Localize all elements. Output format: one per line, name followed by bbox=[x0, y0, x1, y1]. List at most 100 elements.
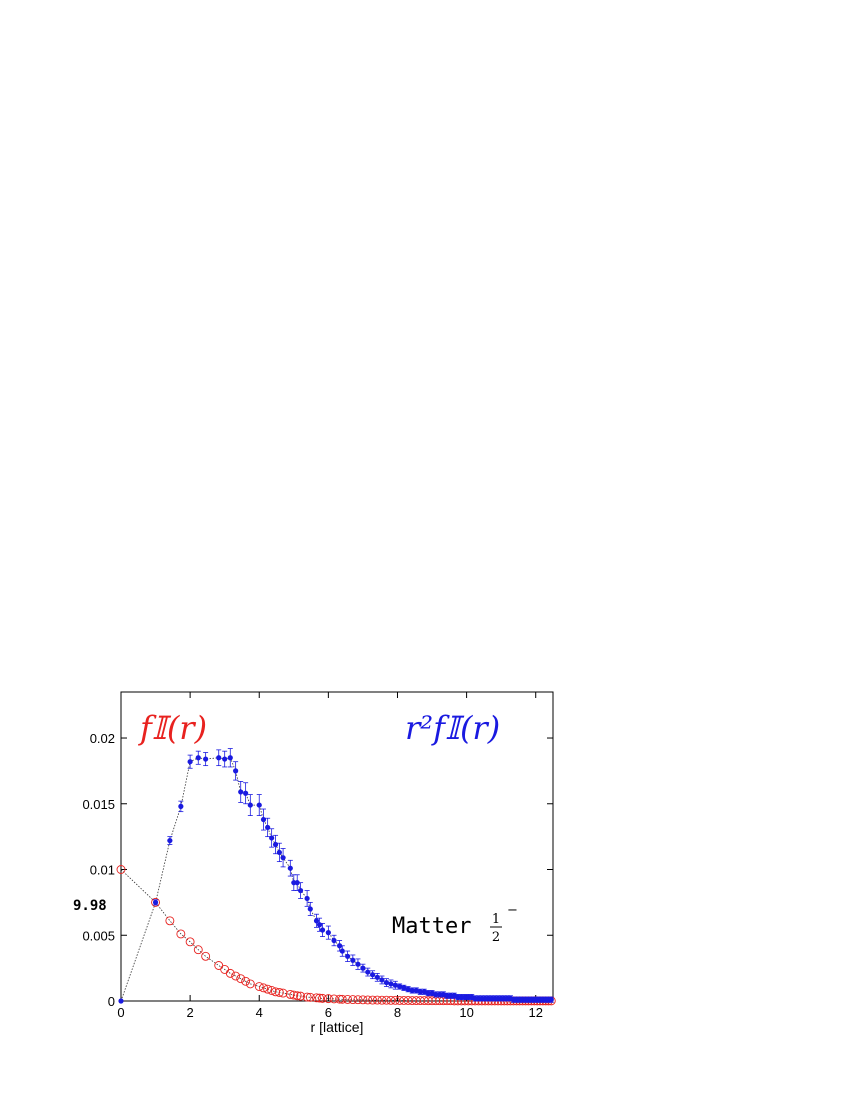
red-point bbox=[241, 976, 251, 986]
blue-point bbox=[265, 824, 271, 831]
red-point bbox=[358, 995, 368, 1005]
red-point bbox=[214, 961, 224, 970]
red-point bbox=[353, 995, 363, 1005]
blue-point bbox=[222, 756, 228, 762]
red-point bbox=[337, 994, 347, 1004]
red-point bbox=[312, 993, 321, 1003]
blue-point bbox=[548, 997, 554, 1003]
red-point bbox=[305, 992, 315, 1002]
blue-point bbox=[409, 987, 415, 994]
blue-point bbox=[187, 759, 193, 765]
blue-point bbox=[392, 982, 398, 988]
x-tick-label: 4 bbox=[256, 1005, 263, 1020]
blue-point bbox=[360, 965, 366, 971]
blue-point bbox=[118, 998, 124, 1004]
blue-series bbox=[118, 748, 554, 1004]
red-point bbox=[377, 995, 387, 1005]
red-point bbox=[116, 865, 126, 874]
red-point bbox=[185, 937, 195, 947]
red-point bbox=[292, 991, 302, 1001]
blue-point bbox=[437, 991, 443, 998]
blue-point bbox=[203, 756, 209, 762]
blue-point bbox=[405, 986, 411, 992]
red-point bbox=[151, 897, 161, 907]
blue-point bbox=[178, 803, 184, 809]
blue-point bbox=[247, 802, 253, 808]
fit-curve-1 bbox=[120, 757, 552, 1002]
x-tick-label: 2 bbox=[187, 1005, 194, 1020]
blue-point bbox=[280, 855, 286, 861]
y-tick-label: 0.01 bbox=[90, 863, 115, 878]
red-point bbox=[254, 982, 264, 991]
red-point bbox=[285, 989, 295, 999]
red-point bbox=[348, 995, 358, 1005]
blue-point bbox=[444, 993, 450, 999]
blue-point bbox=[331, 937, 337, 944]
blue-point bbox=[421, 989, 427, 995]
side-label: 9.98 bbox=[73, 898, 107, 914]
blue-point bbox=[256, 802, 262, 808]
red-point bbox=[193, 945, 203, 955]
blue-point bbox=[260, 816, 267, 823]
y-tick-label: 0.005 bbox=[82, 928, 115, 943]
red-series-label: f𝕀(r) bbox=[138, 709, 207, 747]
blue-point bbox=[233, 768, 239, 774]
blue-point bbox=[433, 991, 439, 998]
matter-frac-num: 1 bbox=[492, 912, 500, 927]
red-point bbox=[395, 996, 405, 1005]
blue-point bbox=[448, 993, 454, 999]
red-point bbox=[390, 995, 400, 1005]
matter-text: Matter bbox=[392, 914, 471, 939]
fit-curves bbox=[120, 757, 552, 1002]
red-point bbox=[263, 984, 273, 994]
red-point bbox=[231, 971, 241, 981]
blue-point bbox=[365, 969, 371, 975]
blue-point bbox=[379, 977, 385, 983]
blue-point bbox=[276, 849, 282, 856]
blue-point bbox=[287, 865, 293, 871]
blue-point bbox=[383, 979, 390, 986]
blue-point bbox=[339, 948, 345, 954]
blue-point bbox=[167, 837, 173, 844]
red-point bbox=[278, 988, 288, 998]
matter-frac-den: 2 bbox=[492, 930, 500, 945]
matter-sup: − bbox=[507, 903, 518, 918]
red-point bbox=[236, 974, 246, 984]
x-tick-label: 12 bbox=[528, 1005, 542, 1020]
red-point bbox=[245, 979, 255, 989]
x-tick-label: 0 bbox=[117, 1005, 124, 1020]
red-point bbox=[372, 995, 382, 1005]
red-point bbox=[302, 992, 312, 1002]
blue-point bbox=[272, 841, 279, 848]
blue-point bbox=[350, 957, 356, 963]
y-tick-label: 0 bbox=[108, 994, 115, 1009]
red-point bbox=[259, 983, 268, 993]
blue-point bbox=[336, 943, 343, 949]
red-point bbox=[318, 993, 327, 1003]
blue-point bbox=[313, 918, 320, 924]
blue-point bbox=[297, 887, 304, 894]
y-tick-label: 0.015 bbox=[82, 797, 115, 812]
y-axis: 0 0.005 0.01 0.015 0.02 bbox=[82, 731, 553, 1009]
blue-point bbox=[413, 987, 419, 994]
red-point bbox=[323, 994, 333, 1004]
blue-point bbox=[316, 922, 323, 928]
red-point bbox=[201, 951, 211, 961]
blue-point bbox=[345, 953, 351, 959]
x-axis-title: r [lattice] bbox=[311, 1019, 364, 1035]
red-point bbox=[225, 968, 235, 978]
blue-series-label: r²f𝕀(r) bbox=[405, 709, 500, 747]
blue-point bbox=[152, 899, 159, 905]
blue-point bbox=[319, 927, 326, 933]
blue-point bbox=[401, 985, 407, 991]
blue-point bbox=[195, 755, 201, 761]
red-point bbox=[176, 929, 186, 939]
red-point bbox=[368, 995, 378, 1005]
y-tick-label: 0.02 bbox=[90, 731, 115, 746]
red-point bbox=[343, 994, 353, 1004]
red-point bbox=[386, 995, 396, 1005]
blue-point bbox=[243, 790, 249, 796]
red-point bbox=[165, 916, 175, 926]
plot-frame bbox=[120, 691, 554, 1002]
